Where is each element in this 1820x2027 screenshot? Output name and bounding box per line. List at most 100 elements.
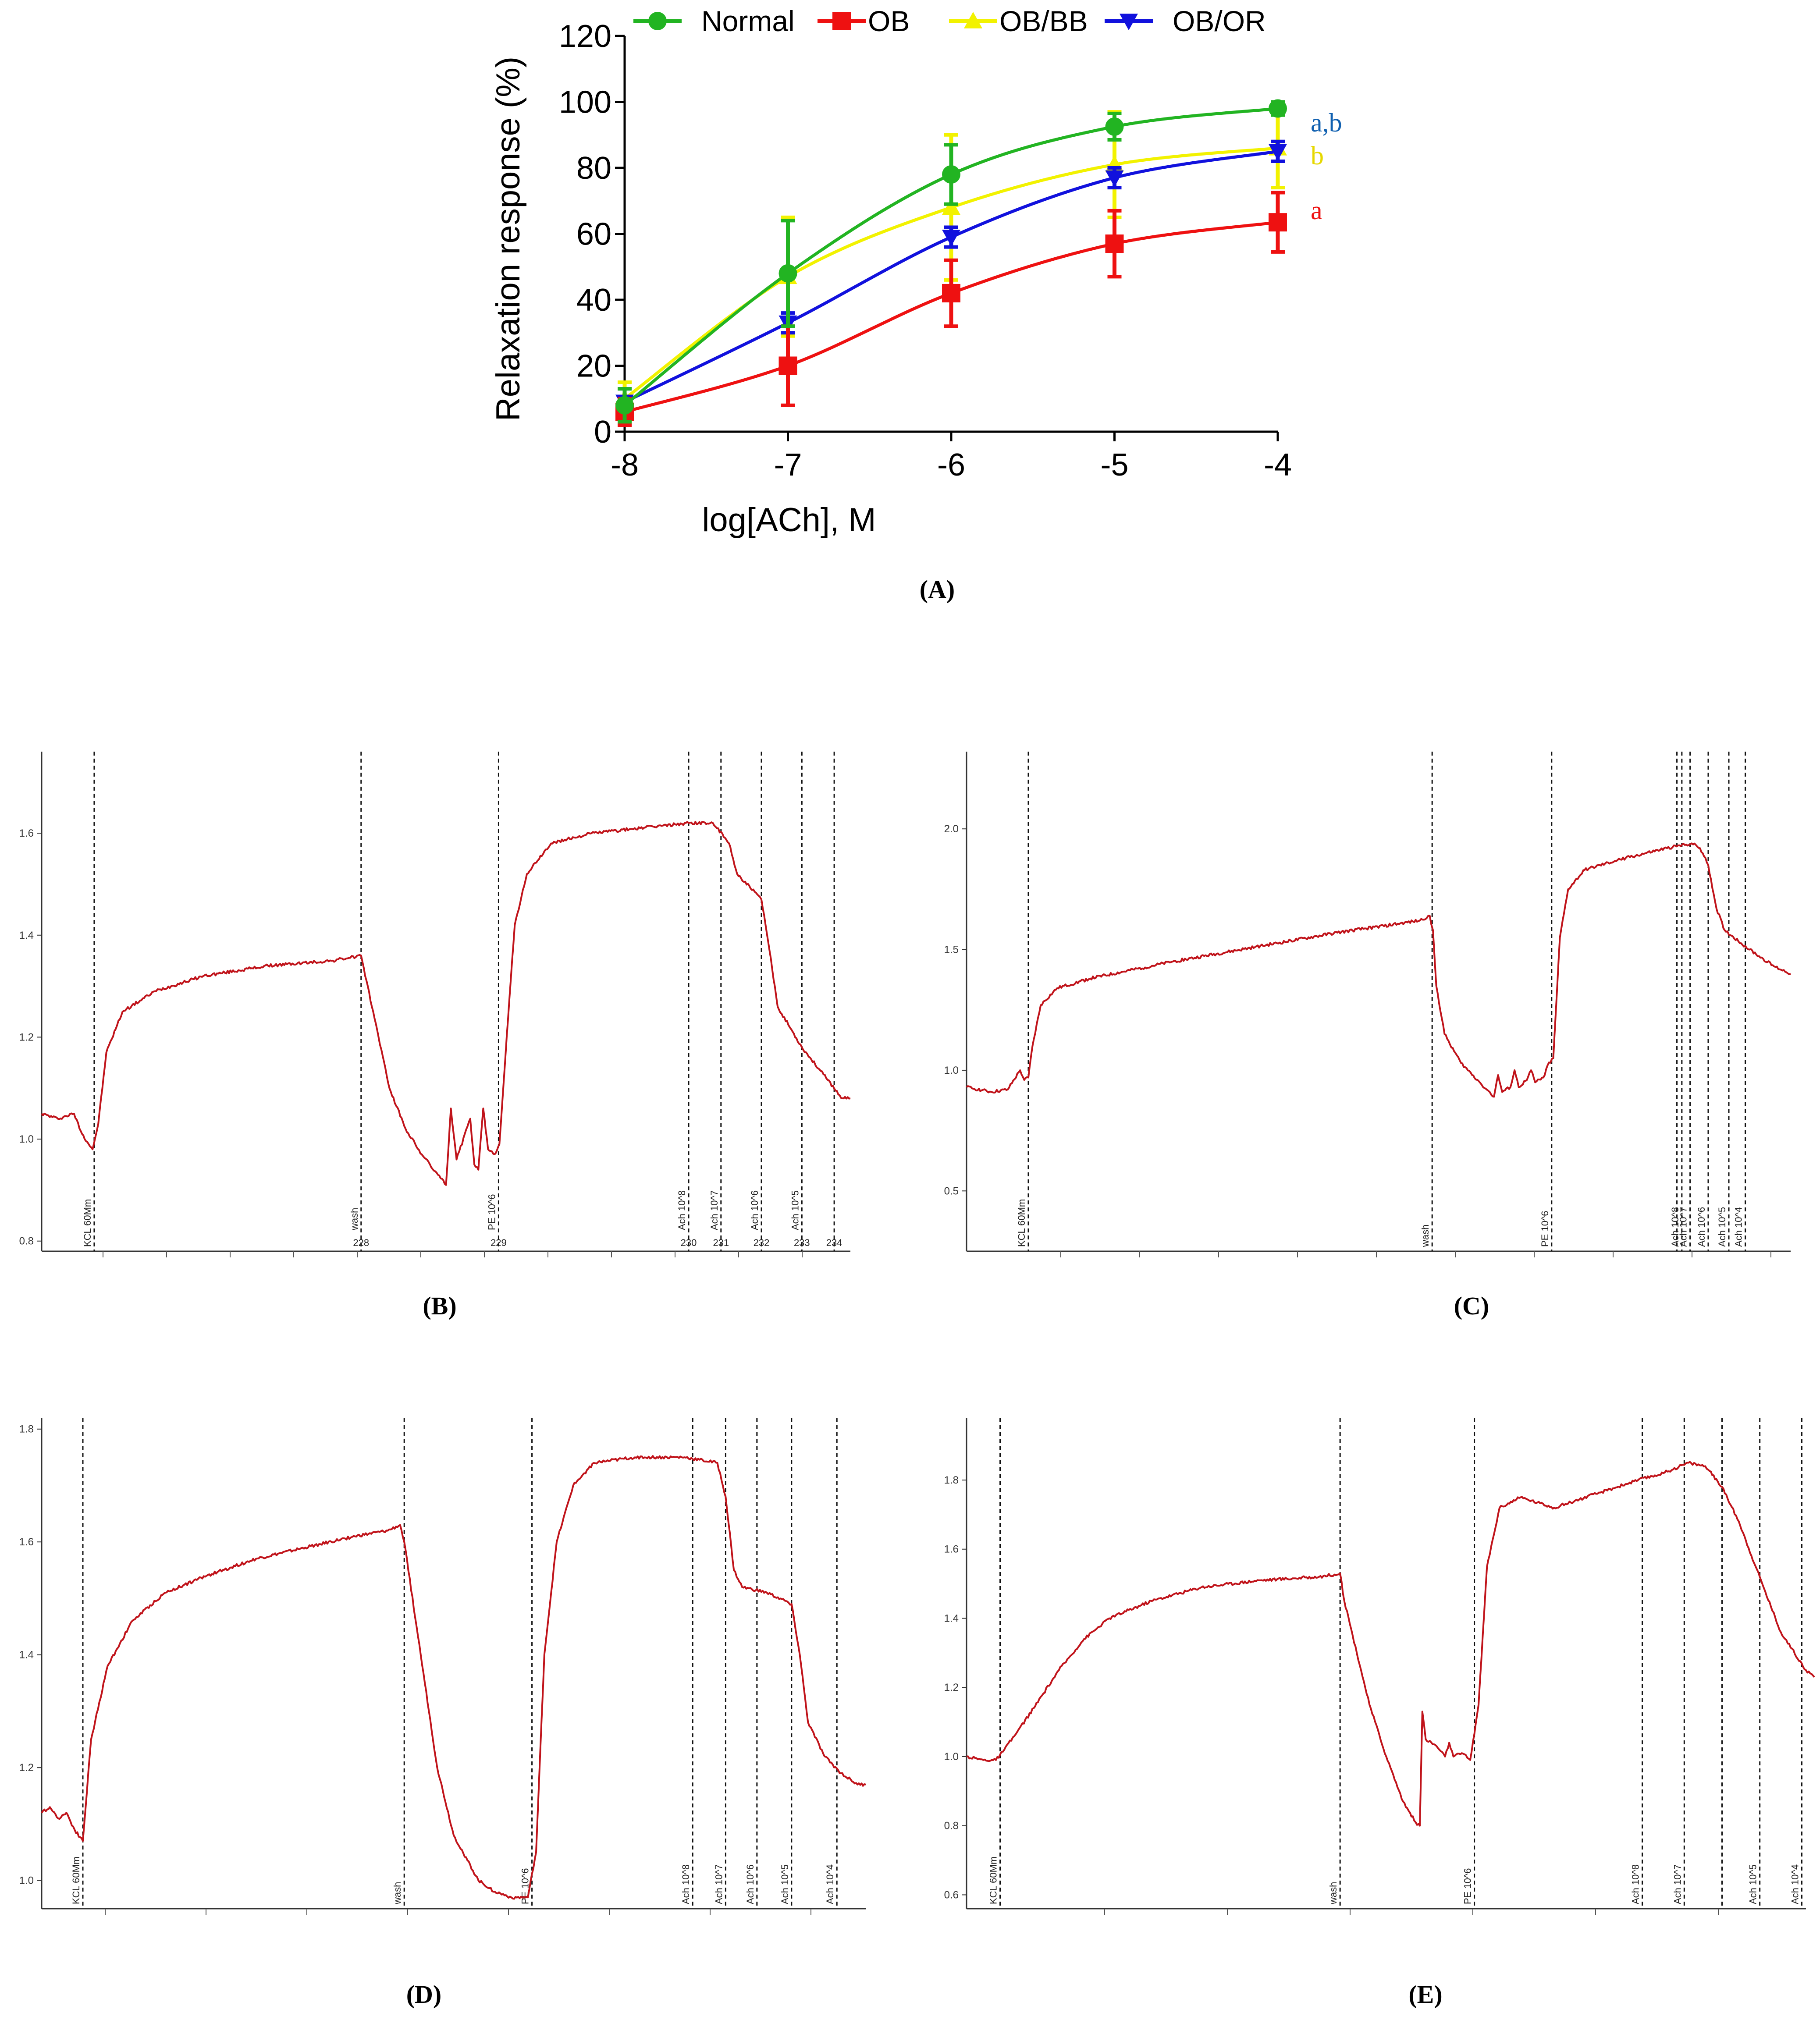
trace-y-tick-label: 1.0 — [19, 1133, 34, 1145]
legend-entry-normal: Normal — [633, 5, 795, 37]
trace-y-tick-label: 1.0 — [19, 1875, 34, 1887]
data-point — [778, 264, 797, 283]
event-marker-label: KCL 60Mm — [1016, 1199, 1027, 1247]
significance-label: a,b — [1311, 108, 1342, 137]
chart-axes: 0 20 40 60 80 100 120 -8 -7 -6 -5 -4 — [559, 19, 1292, 483]
event-marker-label: Ach 10^7 — [709, 1190, 720, 1230]
data-point — [942, 198, 960, 215]
event-marker-label: Ach 10^8 — [680, 1864, 691, 1904]
data-point — [942, 284, 960, 302]
event-marker-label: Ach 10^7 — [713, 1864, 724, 1904]
event-marker-label: PE 10^6 — [1539, 1211, 1550, 1247]
event-marker-label: Ach 10^5 — [1748, 1864, 1759, 1904]
data-point — [1105, 234, 1124, 253]
event-marker-label: Ach 10^5 — [1717, 1207, 1728, 1247]
x-tick-label: -5 — [1100, 447, 1128, 483]
event-marker-label: Ach 10^7 — [1678, 1207, 1689, 1247]
event-marker-number: 234 — [826, 1237, 842, 1248]
event-marker-label: KCL 60Mm — [988, 1857, 999, 1904]
legend-label: OB/BB — [999, 5, 1088, 37]
legend-label: Normal — [701, 5, 795, 37]
event-marker-label: Ach 10^5 — [779, 1864, 790, 1904]
event-marker-label: KCL 60Mm — [71, 1857, 82, 1904]
data-point — [1269, 144, 1287, 161]
chart-series-group: a,b ba — [615, 99, 1342, 427]
y-tick-label: 120 — [559, 19, 611, 54]
legend-label: OB — [868, 5, 910, 37]
event-marker-number: 230 — [681, 1237, 697, 1248]
data-point — [942, 165, 960, 184]
x-tick-label: -8 — [611, 447, 639, 483]
trace-y-tick-label: 0.5 — [944, 1185, 959, 1197]
tension-trace — [41, 1455, 866, 1900]
trace-y-tick-label: 1.5 — [944, 944, 959, 956]
y-axis-title: Relaxation response (%) — [490, 57, 527, 421]
event-marker-label: wash — [349, 1208, 360, 1231]
caption-b: (B) — [423, 1292, 456, 1320]
legend-entry-ob-bb: OB/BB — [949, 5, 1088, 37]
trace-y-tick-label: 1.0 — [944, 1751, 959, 1763]
trace-y-tick-label: 0.8 — [19, 1235, 34, 1247]
data-point — [778, 356, 797, 375]
tension-trace — [41, 821, 851, 1186]
event-marker-label: Ach 10^8 — [1630, 1864, 1641, 1904]
trace-panel-e: 0.6 0.8 1.0 1.2 1.4 1.6 1.8 KCL 60Mm wash PE 10^6… — [944, 1418, 1815, 1915]
data-point — [1269, 213, 1287, 232]
data-point — [942, 230, 960, 247]
event-marker-label: Ach 10^4 — [1789, 1864, 1800, 1904]
y-tick-label: 60 — [576, 217, 611, 252]
event-marker-label: wash — [1420, 1225, 1431, 1247]
trace-y-tick-label: 1.4 — [19, 1649, 34, 1661]
series-normal — [615, 99, 1287, 424]
trace-y-tick-label: 1.6 — [19, 827, 34, 839]
trace-y-tick-label: 1.0 — [944, 1065, 959, 1076]
caption-d: (D) — [406, 1980, 442, 2009]
data-point — [615, 396, 634, 415]
event-marker-label: Ach 10^7 — [1672, 1864, 1683, 1904]
data-point — [1269, 99, 1287, 118]
legend-marker — [648, 12, 667, 30]
trace-y-tick-label: 1.6 — [944, 1544, 959, 1555]
event-marker-label: Ach 10^6 — [749, 1190, 760, 1230]
data-point — [1105, 170, 1124, 187]
event-marker-label: Ach 10^6 — [1696, 1207, 1707, 1247]
caption-e: (E) — [1408, 1980, 1442, 2009]
x-tick-label: -6 — [937, 447, 965, 483]
event-marker-number: 229 — [491, 1237, 507, 1248]
trace-y-tick-label: 1.6 — [19, 1536, 34, 1548]
trace-y-tick-label: 2.0 — [944, 823, 959, 835]
x-axis-title: log[ACh], M — [702, 501, 876, 539]
x-tick-label: -4 — [1264, 447, 1292, 483]
legend-entry-ob-or: OB/OR — [1105, 5, 1266, 37]
trace-panel-b: 0.8 1.0 1.2 1.4 1.6 KCL 60Mm wash 228 PE 10^6 229… — [19, 752, 851, 1257]
event-marker-label: Ach 10^6 — [745, 1864, 756, 1904]
trace-y-tick-label: 1.2 — [19, 1031, 34, 1043]
event-marker-label: Ach 10^4 — [1733, 1207, 1744, 1247]
y-tick-label: 40 — [576, 283, 611, 318]
trace-y-tick-label: 1.2 — [19, 1762, 34, 1774]
data-point — [1105, 117, 1124, 136]
event-marker-number: 228 — [353, 1237, 369, 1248]
dose-response-chart: Normal OB OB/BB OB/OR 0 20 40 60 80 100 120 -8 -7 -6… — [490, 5, 1342, 603]
y-tick-label: 80 — [576, 151, 611, 186]
trace-y-tick-label: 1.2 — [944, 1682, 959, 1693]
event-marker-label: PE 10^6 — [486, 1194, 497, 1231]
trace-y-tick-label: 1.8 — [19, 1424, 34, 1435]
tension-trace — [966, 842, 1791, 1098]
x-tick-label: -7 — [774, 447, 802, 483]
event-marker-label: wash — [1328, 1882, 1339, 1905]
legend-label: OB/OR — [1173, 5, 1266, 37]
trace-y-tick-label: 1.8 — [944, 1474, 959, 1486]
event-marker-label: Ach 10^4 — [825, 1864, 835, 1904]
event-marker-label: wash — [392, 1882, 403, 1905]
chart-legend: Normal OB OB/BB OB/OR — [633, 5, 1266, 37]
caption-c: (C) — [1454, 1292, 1489, 1320]
event-marker-label: Ach 10^8 — [1670, 1207, 1681, 1247]
trace-y-tick-label: 1.4 — [944, 1612, 959, 1624]
tension-trace — [966, 1461, 1815, 1827]
event-marker-label: Ach 10^5 — [789, 1190, 800, 1230]
caption-a: (A) — [920, 575, 955, 603]
